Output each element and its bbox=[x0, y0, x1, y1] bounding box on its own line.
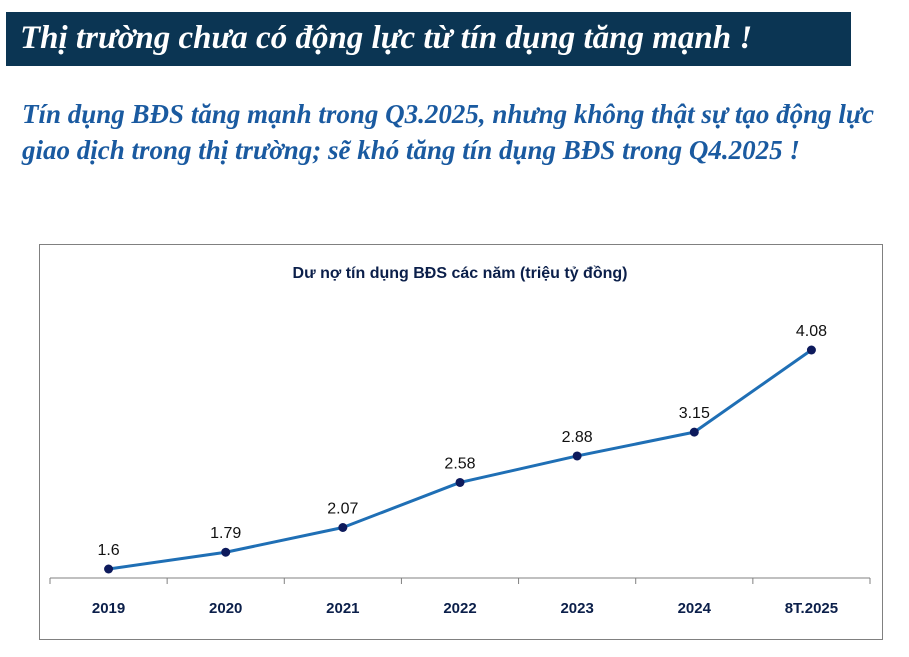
x-tick-label: 2023 bbox=[560, 600, 593, 617]
data-point bbox=[455, 477, 465, 487]
data-label: 3.15 bbox=[679, 405, 710, 422]
data-labels: 1.6 1.79 2.07 2.58 2.88 3.15 4.08 bbox=[97, 323, 827, 559]
subtitle-text: Tín dụng BĐS tăng mạnh trong Q3.2025, nh… bbox=[22, 99, 875, 165]
x-tick-label: 2020 bbox=[209, 600, 242, 617]
data-label: 1.79 bbox=[210, 525, 241, 542]
x-axis bbox=[49, 577, 871, 584]
chart-frame bbox=[39, 244, 883, 640]
data-point bbox=[806, 345, 816, 355]
data-point bbox=[221, 547, 231, 557]
data-label: 2.58 bbox=[444, 455, 475, 472]
data-point bbox=[572, 451, 582, 461]
data-label: 2.07 bbox=[327, 500, 358, 517]
title-banner: Thị trường chưa có động lực từ tín dụng … bbox=[6, 12, 851, 66]
data-label: 2.88 bbox=[562, 429, 593, 446]
x-tick-labels: 2019 2020 2021 2022 2023 2024 8T.2025 bbox=[92, 600, 838, 617]
data-label: 4.08 bbox=[796, 323, 827, 340]
data-point bbox=[104, 564, 114, 574]
data-points bbox=[104, 345, 816, 574]
data-point bbox=[338, 522, 348, 532]
data-point bbox=[689, 427, 699, 437]
data-label: 1.6 bbox=[97, 542, 119, 559]
x-tick-label: 8T.2025 bbox=[785, 600, 838, 617]
x-tick-label: 2022 bbox=[443, 600, 476, 617]
banner-title: Thị trường chưa có động lực từ tín dụng … bbox=[20, 20, 753, 56]
chart-title: Dư nợ tín dụng BĐS các năm (triệu tỷ đồn… bbox=[293, 265, 628, 282]
x-tick-label: 2019 bbox=[92, 600, 125, 617]
x-tick-label: 2024 bbox=[678, 600, 712, 617]
x-tick-label: 2021 bbox=[326, 600, 359, 617]
